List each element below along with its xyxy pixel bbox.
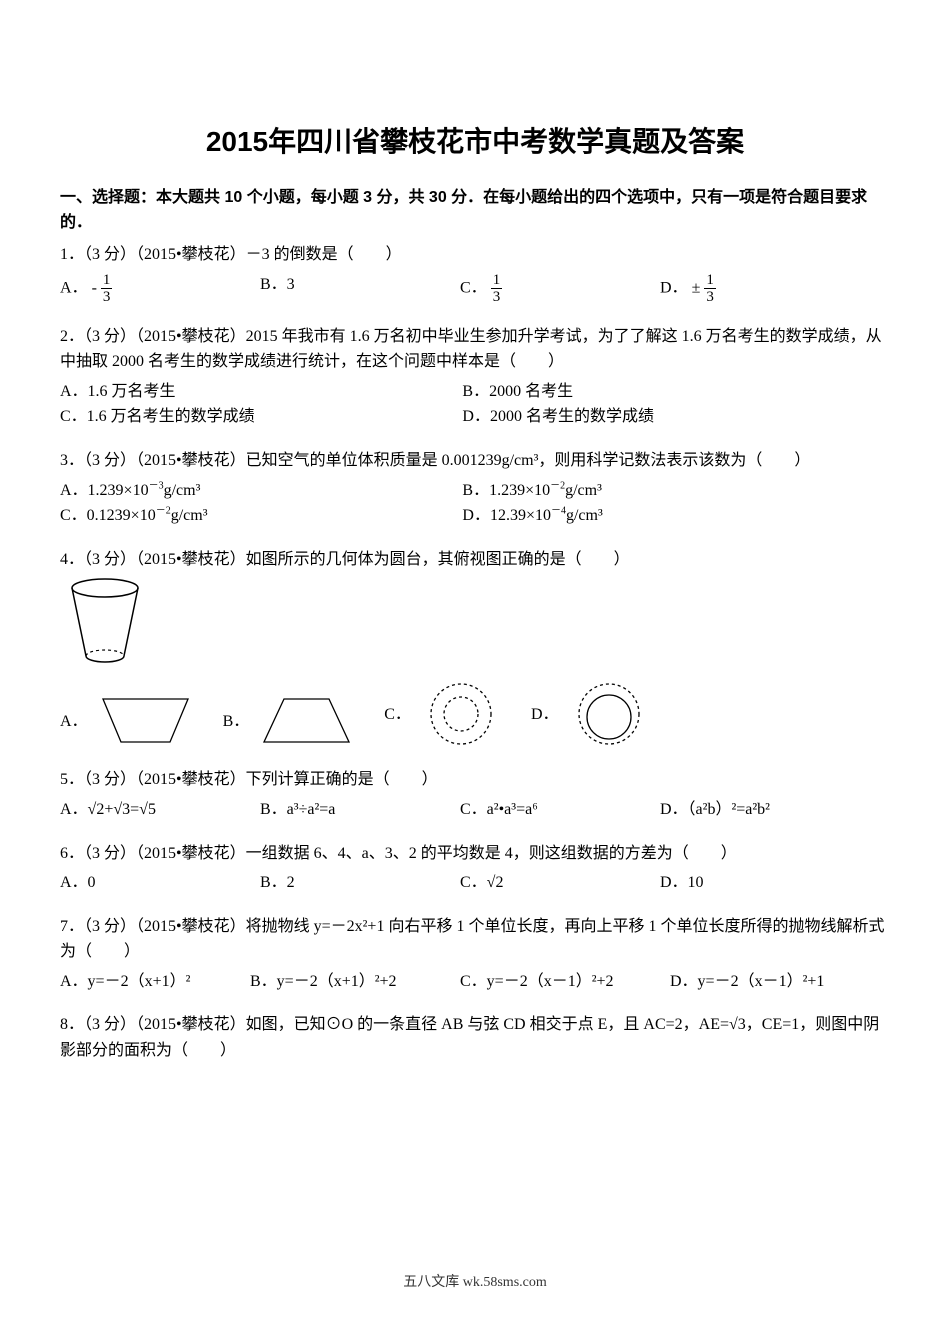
fraction-1-3: 1 3 [101, 272, 113, 306]
q6-option-a: A．0 [60, 870, 260, 896]
q4-option-a: A． [60, 694, 193, 749]
q7-option-c: C．y=－2（x－1）²+2 [460, 969, 670, 995]
q5-option-b: B．a³÷a²=a [260, 797, 460, 823]
q3-option-d: D．12.39×10－4g/cm³ [462, 503, 860, 529]
opt-label: C． [384, 702, 411, 728]
q4-option-b: B． [223, 694, 355, 749]
q4-stem: 4．（3 分）（2015•攀枝花）如图所示的几何体为圆台，其俯视图正确的是（ ） [60, 547, 890, 573]
text: A．1.239×10 [60, 482, 149, 499]
q2-stem: 2．（3 分）（2015•攀枝花）2015 年我市有 1.6 万名初中毕业生参加… [60, 324, 890, 375]
q3-option-c: C．0.1239×10－2g/cm³ [60, 503, 458, 529]
q6-stem: 6．（3 分）（2015•攀枝花）一组数据 6、4、a、3、2 的平均数是 4，… [60, 841, 890, 867]
text: D．12.39×10 [462, 507, 551, 524]
q1-option-c: C． 1 3 [460, 272, 660, 306]
q4-option-d: D． [531, 679, 649, 749]
q6-option-d: D．10 [660, 870, 860, 896]
denominator: 3 [491, 289, 503, 306]
denominator: 3 [101, 289, 113, 306]
q4-option-c: C． [384, 679, 501, 749]
question-5: 5．（3 分）（2015•攀枝花）下列计算正确的是（ ） A．√2+√3=√5 … [60, 767, 890, 822]
minus-sign: - [92, 279, 97, 296]
section-header: 一、选择题：本大题共 10 个小题，每小题 3 分，共 30 分．在每小题给出的… [60, 185, 890, 236]
q4-options-row: A． B． C． D． [60, 679, 890, 749]
fraction-1-3: 1 3 [704, 272, 716, 306]
q2-option-b: B．2000 名考生 [462, 379, 860, 405]
numerator: 1 [704, 272, 716, 290]
exponent: －3 [149, 480, 164, 491]
unit: g/cm³ [565, 482, 602, 499]
exponent: －2 [156, 506, 171, 517]
q6-option-c: C．√2 [460, 870, 660, 896]
q1-option-d: D． ± 1 3 [660, 272, 860, 306]
opt-label: D． [531, 702, 559, 728]
question-4: 4．（3 分）（2015•攀枝花）如图所示的几何体为圆台，其俯视图正确的是（ ）… [60, 547, 890, 750]
opt-d-label: D． [660, 279, 688, 296]
text: B．1.239×10 [462, 482, 550, 499]
page-title: 2015年四川省攀枝花市中考数学真题及答案 [60, 120, 890, 165]
q2-option-d: D．2000 名考生的数学成绩 [462, 404, 860, 430]
question-6: 6．（3 分）（2015•攀枝花）一组数据 6、4、a、3、2 的平均数是 4，… [60, 841, 890, 896]
q1-stem: 1．（3 分）（2015•攀枝花）－3 的倒数是（ ） [60, 242, 890, 268]
q5-option-d: D．（a²b）²=a²b² [660, 797, 860, 823]
q5-stem: 5．（3 分）（2015•攀枝花）下列计算正确的是（ ） [60, 767, 890, 793]
q5-option-a: A．√2+√3=√5 [60, 797, 260, 823]
text: C．0.1239×10 [60, 507, 156, 524]
q7-stem: 7．（3 分）（2015•攀枝花）将抛物线 y=－2x²+1 向右平移 1 个单… [60, 914, 890, 965]
unit: g/cm³ [566, 507, 603, 524]
q1-option-a: A． - 1 3 [60, 272, 260, 306]
plusminus: ± [692, 279, 701, 296]
opt-a-label: A． [60, 279, 88, 296]
denominator: 3 [704, 289, 716, 306]
q2-option-a: A．1.6 万名考生 [60, 379, 458, 405]
opt-label: B． [223, 709, 250, 735]
opt-label: A． [60, 709, 88, 735]
q3-option-a: A．1.239×10－3g/cm³ [60, 478, 458, 504]
fraction-1-3: 1 3 [491, 272, 503, 306]
q6-option-b: B．2 [260, 870, 460, 896]
numerator: 1 [491, 272, 503, 290]
question-2: 2．（3 分）（2015•攀枝花）2015 年我市有 1.6 万名初中毕业生参加… [60, 324, 890, 430]
question-7: 7．（3 分）（2015•攀枝花）将抛物线 y=－2x²+1 向右平移 1 个单… [60, 914, 890, 995]
q2-option-c: C．1.6 万名考生的数学成绩 [60, 404, 458, 430]
question-8: 8．（3 分）（2015•攀枝花）如图，已知⊙O 的一条直径 AB 与弦 CD … [60, 1012, 890, 1063]
opt-c-label: C． [460, 279, 487, 296]
q1-option-b: B．3 [260, 272, 460, 298]
exponent: －2 [550, 480, 565, 491]
footer-text: 五八文库 wk.58sms.com [0, 1272, 950, 1294]
unit: g/cm³ [164, 482, 201, 499]
q7-option-b: B．y=－2（x+1）²+2 [250, 969, 460, 995]
q5-option-c: C．a²•a³=a⁶ [460, 797, 660, 823]
unit: g/cm³ [171, 507, 208, 524]
q7-option-a: A．y=－2（x+1）² [60, 969, 250, 995]
numerator: 1 [101, 272, 113, 290]
q3-option-b: B．1.239×10－2g/cm³ [462, 478, 860, 504]
question-1: 1．（3 分）（2015•攀枝花）－3 的倒数是（ ） A． - 1 3 B．3… [60, 242, 890, 306]
q7-option-d: D．y=－2（x－1）²+1 [670, 969, 880, 995]
question-3: 3．（3 分）（2015•攀枝花）已知空气的单位体积质量是 0.001239g/… [60, 448, 890, 529]
exponent: －4 [551, 506, 566, 517]
q3-stem: 3．（3 分）（2015•攀枝花）已知空气的单位体积质量是 0.001239g/… [60, 448, 890, 474]
q8-stem: 8．（3 分）（2015•攀枝花）如图，已知⊙O 的一条直径 AB 与弦 CD … [60, 1012, 890, 1063]
cone-figure [60, 576, 890, 671]
